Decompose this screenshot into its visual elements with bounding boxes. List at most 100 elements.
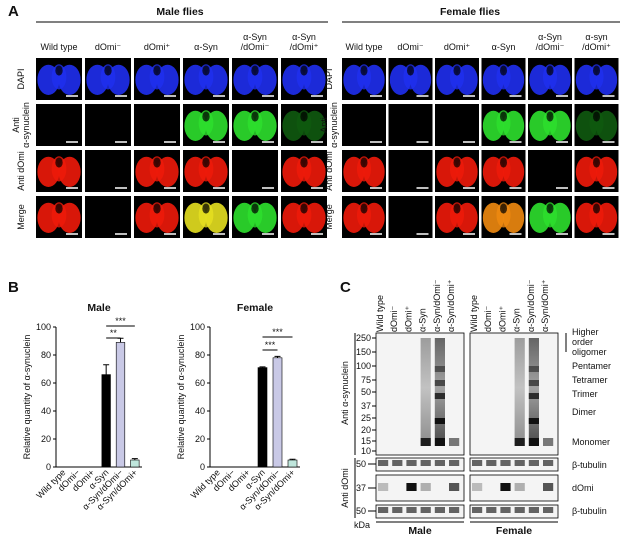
column-label-line: Wild type bbox=[345, 42, 382, 52]
column-label-line: α-syn bbox=[585, 32, 607, 42]
brain-dark bbox=[153, 65, 161, 76]
row-label-line: Merge bbox=[324, 204, 334, 230]
brain-dark bbox=[592, 111, 601, 122]
band bbox=[434, 460, 445, 466]
bar bbox=[130, 459, 140, 468]
smear bbox=[514, 338, 525, 438]
column-label-line: dOmi⁺ bbox=[444, 42, 471, 52]
column-label-line: α-Syn bbox=[243, 32, 267, 42]
brain-dark bbox=[546, 203, 554, 214]
brain-dark bbox=[55, 203, 63, 214]
band bbox=[406, 507, 417, 513]
y-axis-label: Relative quantity of α-synuclein bbox=[176, 335, 186, 460]
bar bbox=[257, 367, 268, 468]
brain-dark bbox=[453, 157, 461, 168]
lane-label: α-Syn bbox=[512, 308, 522, 332]
band bbox=[528, 460, 539, 466]
row-label: Merge bbox=[324, 204, 334, 230]
error-bar bbox=[103, 364, 110, 375]
row-label-line: α-synuclein bbox=[329, 102, 339, 148]
y-tick-label: 60 bbox=[195, 378, 205, 388]
band bbox=[514, 460, 525, 466]
band bbox=[514, 483, 525, 491]
band bbox=[528, 366, 539, 372]
row-label: DAPI bbox=[324, 68, 334, 89]
significance-label: *** bbox=[272, 327, 283, 337]
smear bbox=[420, 338, 431, 438]
band bbox=[528, 418, 539, 424]
column-label-line: α-Syn bbox=[492, 42, 516, 52]
band bbox=[500, 507, 511, 513]
band bbox=[472, 460, 483, 466]
micrograph bbox=[528, 150, 572, 192]
band-label: Tetramer bbox=[572, 375, 608, 385]
column-label: α-Syn/dOmi⁻ bbox=[536, 32, 565, 52]
mw-marker: 100 bbox=[356, 361, 371, 371]
micrograph bbox=[36, 104, 82, 146]
band bbox=[486, 507, 497, 513]
micrograph bbox=[85, 196, 131, 238]
band bbox=[378, 507, 389, 513]
column-label-line: Wild type bbox=[40, 42, 77, 52]
column-label: α-Syn/dOmi⁻ bbox=[241, 32, 270, 52]
y-tick-label: 0 bbox=[200, 462, 205, 472]
lane-label: α-Syn/dOmi⁻ bbox=[526, 279, 536, 332]
band-label-line: Dimer bbox=[572, 407, 596, 417]
band bbox=[406, 483, 417, 491]
error-bar bbox=[259, 366, 266, 368]
significance-label: *** bbox=[265, 340, 276, 350]
column-label-line: /dOmi⁻ bbox=[536, 42, 565, 52]
band bbox=[472, 507, 483, 513]
chart-title: Female bbox=[237, 302, 273, 314]
row-label: Anti dOmi bbox=[16, 151, 26, 191]
brain-dark bbox=[499, 65, 508, 76]
smear bbox=[528, 338, 539, 438]
lane-label: Wild type bbox=[469, 295, 479, 332]
lane-label: dOmi⁺ bbox=[403, 305, 413, 332]
band bbox=[434, 507, 445, 513]
y-tick-label: 20 bbox=[41, 434, 51, 444]
band bbox=[528, 393, 539, 399]
row-label-line: Anti bbox=[11, 117, 21, 133]
band bbox=[514, 507, 525, 513]
brain-dark bbox=[251, 111, 259, 122]
band bbox=[543, 438, 554, 446]
band bbox=[528, 380, 539, 386]
brain-dark bbox=[592, 203, 601, 214]
band bbox=[434, 380, 445, 386]
band-label-line: Trimer bbox=[572, 389, 598, 399]
row-label-line: Anti bbox=[319, 117, 329, 133]
significance-label: ** bbox=[110, 328, 118, 338]
y-tick-label: 60 bbox=[41, 378, 51, 388]
band bbox=[434, 418, 445, 424]
micrograph bbox=[388, 150, 433, 192]
column-label: Wild type bbox=[345, 42, 382, 52]
bar bbox=[101, 374, 111, 468]
brain-center bbox=[51, 156, 67, 182]
panel-label: A bbox=[8, 3, 19, 20]
mw-marker: 50 bbox=[361, 387, 371, 397]
brain-dark bbox=[499, 111, 508, 122]
band-label-line: Monomer bbox=[572, 437, 610, 447]
band bbox=[420, 438, 431, 446]
band bbox=[420, 507, 431, 513]
micrograph bbox=[232, 150, 278, 192]
mw-marker: 50 bbox=[356, 506, 366, 516]
bar bbox=[115, 342, 126, 468]
band bbox=[378, 483, 389, 491]
column-label: dOmi⁻ bbox=[95, 42, 122, 52]
mw-marker: 37 bbox=[361, 401, 371, 411]
band bbox=[434, 393, 445, 399]
band-label-line: order bbox=[572, 337, 593, 347]
group-label: Male bbox=[408, 525, 432, 537]
y-tick-label: 20 bbox=[195, 434, 205, 444]
micrograph bbox=[435, 104, 479, 146]
mw-marker: 150 bbox=[356, 347, 371, 357]
row-label-line: Anti dOmi bbox=[16, 151, 26, 191]
band-label: β-tubulin bbox=[572, 460, 607, 470]
brain-dark bbox=[499, 157, 508, 168]
band bbox=[500, 460, 511, 466]
band bbox=[528, 438, 539, 446]
band-label: β-tubulin bbox=[572, 506, 607, 516]
y-axis-label: Relative quantity of α-synuclein bbox=[22, 335, 32, 460]
